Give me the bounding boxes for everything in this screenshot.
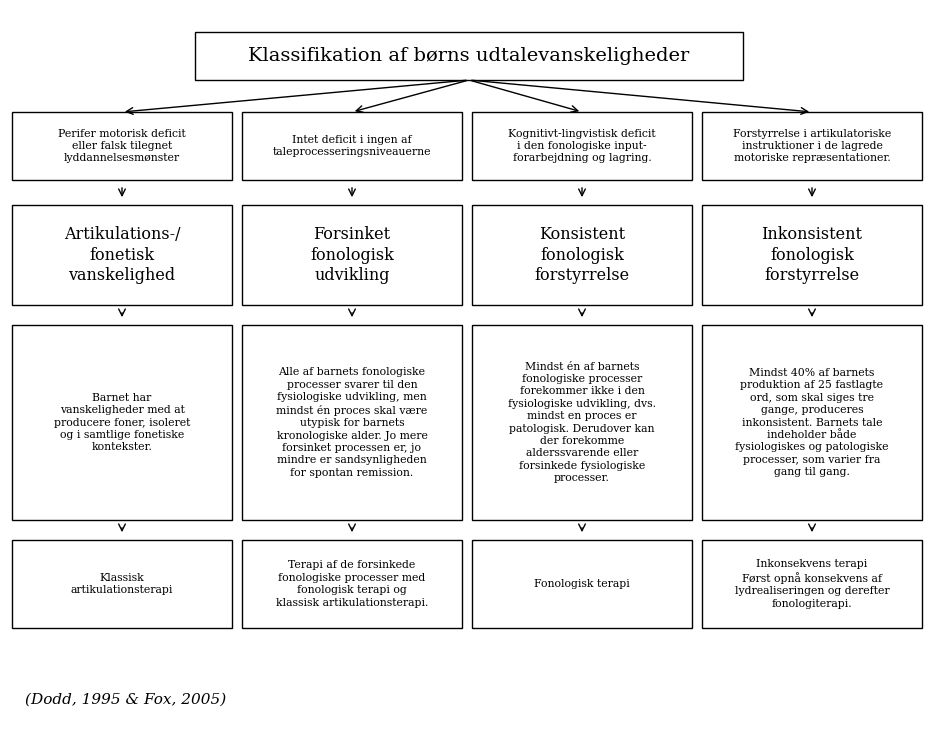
Text: Alle af barnets fonologiske
processer svarer til den
fysiologiske udvikling, men: Alle af barnets fonologiske processer sv…	[276, 367, 427, 477]
Text: Konsistent
fonologisk
forstyrrelse: Konsistent fonologisk forstyrrelse	[534, 226, 629, 285]
Bar	[241, 540, 461, 628]
Text: Mindst 40% af barnets
produktion af 25 fastlagte
ord, som skal siges tre
gange, : Mindst 40% af barnets produktion af 25 f…	[735, 368, 888, 477]
Text: Forstyrrelse i artikulatoriske
instruktioner i de lagrede
motoriske repræsentati: Forstyrrelse i artikulatoriske instrukti…	[732, 128, 890, 164]
Bar	[472, 205, 692, 305]
Bar	[701, 540, 921, 628]
Text: Forsinket
fonologisk
udvikling: Forsinket fonologisk udvikling	[310, 226, 393, 285]
Text: Kognitivt-lingvistisk deficit
i den fonologiske input-
forarbejdning og lagring.: Kognitivt-lingvistisk deficit i den fono…	[507, 128, 655, 164]
Bar	[241, 205, 461, 305]
Text: Intet deficit i ingen af
taleprocesseringsniveauerne: Intet deficit i ingen af taleprocesserin…	[272, 135, 431, 157]
Text: Barnet har
vanskeligheder med at
producere foner, isoleret
og i samtlige fonetis: Barnet har vanskeligheder med at produce…	[53, 393, 190, 453]
Bar	[241, 112, 461, 180]
Bar	[472, 540, 692, 628]
Text: Fonologisk terapi: Fonologisk terapi	[534, 579, 629, 589]
Text: Inkonsistent
fonologisk
forstyrrelse: Inkonsistent fonologisk forstyrrelse	[761, 226, 861, 285]
Bar	[241, 325, 461, 520]
Bar	[12, 325, 232, 520]
Text: Artikulations-/
fonetisk
vanskelighed: Artikulations-/ fonetisk vanskelighed	[64, 226, 180, 285]
Text: Mindst én af barnets
fonologiske processer
forekommer ikke i den
fysiologiske ud: Mindst én af barnets fonologiske process…	[507, 361, 655, 483]
Text: Klassifikation af børns udtalevanskeligheder: Klassifikation af børns udtalevanskeligh…	[248, 47, 689, 65]
Bar	[701, 325, 921, 520]
Bar	[701, 205, 921, 305]
Bar	[12, 112, 232, 180]
Text: Terapi af de forsinkede
fonologiske processer med
fonologisk terapi og
klassisk : Terapi af de forsinkede fonologiske proc…	[275, 561, 428, 607]
Bar	[472, 112, 692, 180]
Text: Perifer motorisk deficit
eller falsk tilegnet
lyddannelsesmønster: Perifer motorisk deficit eller falsk til…	[58, 128, 185, 164]
Bar	[195, 32, 742, 80]
Text: Inkonsekvens terapi
Først opnå konsekvens af
lydrealiseringen og derefter
fonolo: Inkonsekvens terapi Først opnå konsekven…	[734, 559, 888, 609]
Bar	[472, 325, 692, 520]
Bar	[12, 540, 232, 628]
Bar	[701, 112, 921, 180]
Bar	[12, 205, 232, 305]
Text: (Dodd, 1995 & Fox, 2005): (Dodd, 1995 & Fox, 2005)	[25, 693, 226, 707]
Text: Klassisk
artikulationsterapi: Klassisk artikulationsterapi	[71, 573, 173, 595]
